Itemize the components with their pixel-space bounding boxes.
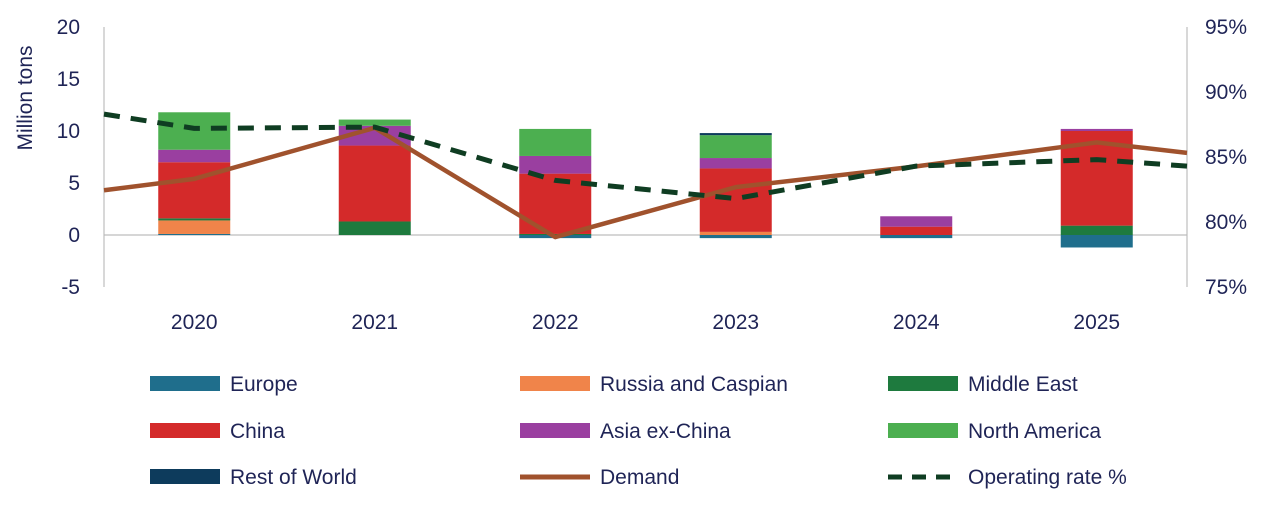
x-tick-label: 2020: [171, 311, 218, 334]
legend-swatch-asia-ex-china: [520, 423, 590, 438]
bar-segment-asia-ex-china: [880, 216, 953, 227]
bar-segment-middle-east: [338, 221, 411, 235]
x-tick-label: 2023: [712, 311, 759, 334]
bar-segment-middle-east: [158, 218, 231, 221]
bar-segment-asia-ex-china: [699, 158, 772, 169]
y-tick-label: 20: [57, 16, 80, 39]
y2-tick-label: 85%: [1205, 146, 1247, 169]
bar-segment-asia-ex-china: [1060, 128, 1133, 131]
bar-segment-north-america: [519, 128, 592, 156]
legend-swatch-russia-and-caspian: [520, 376, 590, 391]
bar-segment-china: [699, 168, 772, 232]
y2-tick-label: 80%: [1205, 211, 1247, 234]
y2-tick-label: 90%: [1205, 81, 1247, 104]
y2-tick-label: 95%: [1205, 16, 1247, 39]
legend-label-demand: Demand: [600, 466, 679, 489]
series-line-demand: [103, 125, 1188, 240]
x-tick-label: 2022: [532, 311, 579, 334]
bar-segment-europe: [1060, 235, 1133, 248]
x-tick-label: 2025: [1073, 311, 1120, 334]
bar-segment-russia-and-caspian: [699, 231, 772, 235]
bar-segment-europe: [880, 235, 953, 239]
x-tick-label: 2021: [351, 311, 398, 334]
legend-label-china: China: [230, 420, 285, 443]
y-tick-label: -5: [61, 276, 80, 299]
bar-segment-middle-east: [1060, 225, 1133, 235]
legend-swatch-middle-east: [888, 376, 958, 391]
y-tick-label: 10: [57, 120, 80, 143]
legend-label-middle-east: Middle East: [968, 373, 1078, 396]
y-tick-label: 0: [68, 224, 80, 247]
bar-segment-europe: [158, 233, 231, 235]
legend-swatch-europe: [150, 376, 220, 391]
legend-swatch-china: [150, 423, 220, 438]
legend-swatch-north-america: [888, 423, 958, 438]
y2-tick-label: 75%: [1205, 276, 1247, 299]
bar-segment-north-america: [158, 112, 231, 150]
bar-segment-north-america: [338, 119, 411, 126]
bar-segment-north-america: [699, 135, 772, 159]
legend-swatch-rest-of-world: [150, 469, 220, 484]
series-line-operating-rate: [103, 111, 1188, 202]
legend-label-operating-rate: Operating rate %: [968, 466, 1127, 489]
legend-label-europe: Europe: [230, 373, 298, 396]
bar-segment-asia-ex-china: [158, 149, 231, 163]
legend-label-rest-of-world: Rest of World: [230, 466, 357, 489]
bar-segment-rest-of-world: [699, 133, 772, 136]
legend-label-asia-ex-china: Asia ex-China: [600, 420, 731, 443]
legend-label-russia-and-caspian: Russia and Caspian: [600, 373, 788, 396]
bar-segment-asia-ex-china: [519, 155, 592, 174]
x-tick-label: 2024: [893, 311, 940, 334]
y-axis-title: Million tons: [14, 45, 37, 150]
bar-segment-china: [338, 145, 411, 222]
y-tick-label: 15: [57, 68, 80, 91]
bar-segment-europe: [699, 235, 772, 239]
bar-segment-russia-and-caspian: [158, 220, 231, 234]
legend-label-north-america: North America: [968, 420, 1101, 443]
bar-segment-china: [880, 226, 953, 235]
y-tick-label: 5: [68, 172, 80, 195]
